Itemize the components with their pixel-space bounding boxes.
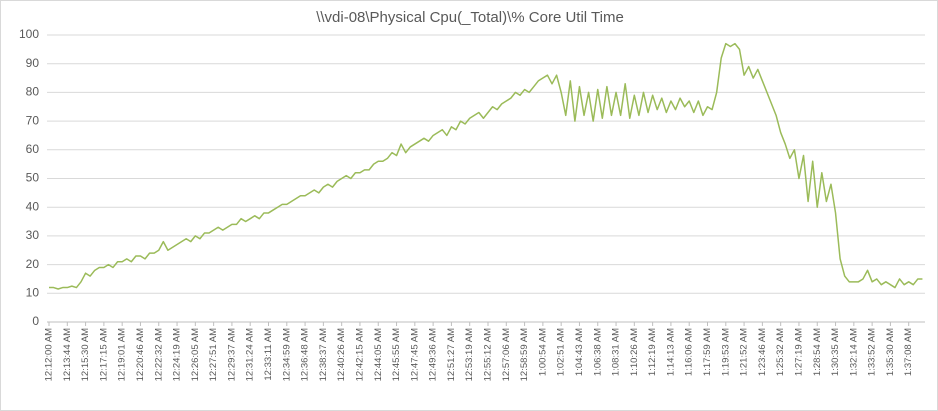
- x-tick-label: 1:27:19 AM: [793, 328, 804, 376]
- x-tick-label: 12:44:05 AM: [373, 328, 384, 381]
- y-tick-label: 100: [19, 27, 39, 41]
- x-tick-label: 12:13:44 AM: [62, 328, 73, 381]
- chart-title: \\vdi-08\Physical Cpu(_Total)\% Core Uti…: [316, 9, 624, 26]
- x-tick-label: 12:38:37 AM: [318, 328, 329, 381]
- x-tick-label: 12:19:01 AM: [117, 328, 128, 381]
- x-tick-label: 12:58:59 AM: [519, 328, 530, 381]
- x-tick-label: 12:53:19 AM: [464, 328, 475, 381]
- x-tick-label: 12:20:46 AM: [135, 328, 146, 381]
- y-tick-label: 30: [26, 228, 40, 242]
- x-tick-label: 12:49:36 AM: [428, 328, 439, 381]
- x-tick-label: 12:12:00 AM: [44, 328, 55, 381]
- y-tick-label: 10: [26, 285, 40, 299]
- x-tick-label: 1:25:32 AM: [775, 328, 786, 376]
- x-tick-label: 1:08:31 AM: [611, 328, 622, 376]
- x-tick-label: 1:02:51 AM: [556, 328, 567, 376]
- x-tick-label: 1:32:14 AM: [848, 328, 859, 376]
- y-tick-label: 70: [26, 113, 40, 127]
- y-tick-label: 80: [26, 85, 40, 99]
- x-tick-label: 1:35:30 AM: [885, 328, 896, 376]
- x-tick-label: 1:10:26 AM: [629, 328, 640, 376]
- x-tick-label: 12:17:15 AM: [98, 328, 109, 381]
- x-tick-label: 12:24:19 AM: [172, 328, 183, 381]
- y-tick-label: 90: [26, 56, 40, 70]
- y-tick-label: 40: [26, 199, 40, 213]
- y-tick-label: 0: [32, 314, 39, 328]
- y-tick-label: 20: [26, 257, 40, 271]
- x-tick-label: 12:31:24 AM: [245, 328, 256, 381]
- x-tick-label: 1:12:19 AM: [647, 328, 658, 376]
- x-tick-label: 1:21:52 AM: [739, 328, 750, 376]
- x-tick-label: 1:30:35 AM: [830, 328, 841, 376]
- x-tick-label: 12:34:59 AM: [281, 328, 292, 381]
- x-tick-label: 1:28:54 AM: [812, 328, 823, 376]
- x-tick-label: 12:51:27 AM: [446, 328, 457, 381]
- x-tick-label: 12:55:12 AM: [483, 328, 494, 381]
- x-tick-label: 12:42:15 AM: [354, 328, 365, 381]
- y-tick-label: 50: [26, 171, 40, 185]
- x-tick-label: 1:19:53 AM: [720, 328, 731, 376]
- x-tick-label: 12:33:11 AM: [263, 328, 274, 381]
- x-tick-label: 1:37:08 AM: [903, 328, 914, 376]
- x-tick-label: 1:14:13 AM: [665, 328, 676, 376]
- x-tick-label: 12:45:55 AM: [391, 328, 402, 381]
- x-tick-label: 1:33:52 AM: [867, 328, 878, 376]
- x-tick-label: 1:16:06 AM: [684, 328, 695, 376]
- x-tick-label: 12:29:37 AM: [226, 328, 237, 381]
- x-tick-label: 12:27:51 AM: [208, 328, 219, 381]
- x-tick-label: 1:04:43 AM: [574, 328, 585, 376]
- x-tick-label: 1:06:38 AM: [592, 328, 603, 376]
- data-line: [49, 42, 923, 290]
- x-tick-label: 1:17:59 AM: [702, 328, 713, 376]
- x-tick-label: 12:36:48 AM: [300, 328, 311, 381]
- y-tick-label: 60: [26, 142, 40, 156]
- x-tick-label: 1:23:46 AM: [757, 328, 768, 376]
- x-tick-label: 12:15:30 AM: [80, 328, 91, 381]
- x-tick-label: 1:00:54 AM: [537, 328, 548, 376]
- x-tick-label: 12:47:45 AM: [409, 328, 420, 381]
- x-tick-label: 12:26:05 AM: [190, 328, 201, 381]
- x-tick-label: 12:57:06 AM: [501, 328, 512, 381]
- x-tick-label: 12:40:26 AM: [336, 328, 347, 381]
- x-tick-label: 12:22:32 AM: [153, 328, 164, 381]
